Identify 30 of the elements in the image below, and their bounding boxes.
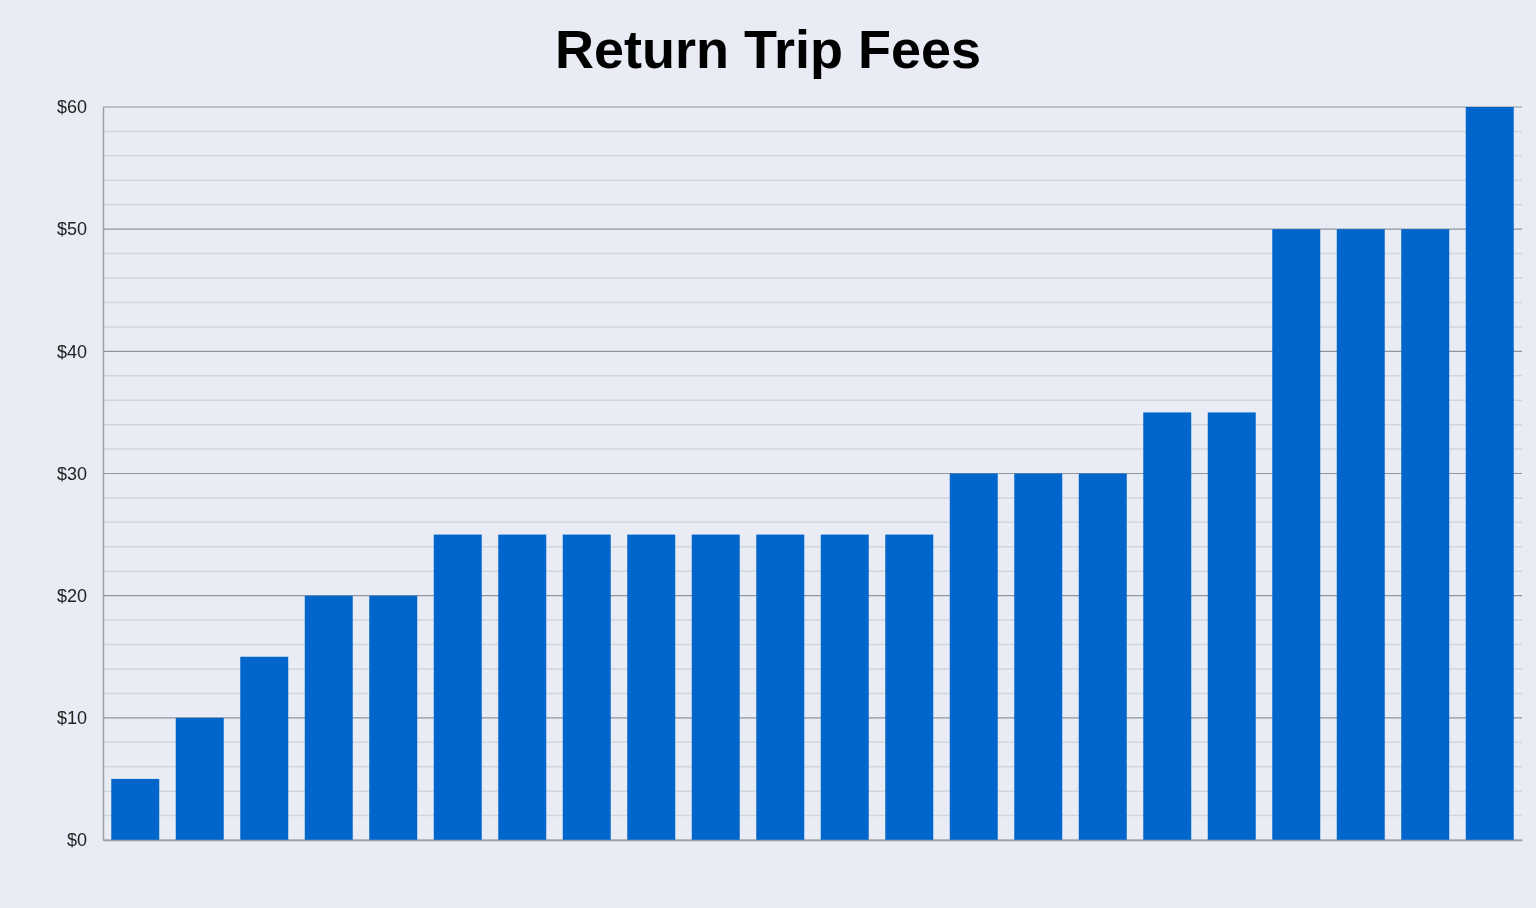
bar	[627, 534, 676, 840]
y-tick-label: $60	[56, 97, 87, 118]
bar	[1207, 412, 1256, 840]
bar	[820, 534, 869, 840]
y-tick-label: $50	[56, 219, 87, 240]
y-tick-label: $20	[56, 585, 87, 606]
bar	[1272, 229, 1321, 840]
bar	[1401, 229, 1450, 840]
bar	[1014, 473, 1063, 840]
bar	[175, 717, 224, 840]
bar	[562, 534, 611, 840]
bar	[1143, 412, 1192, 840]
y-tick-label: $0	[66, 830, 87, 851]
bar	[369, 595, 418, 840]
bar	[111, 778, 160, 840]
bar	[885, 534, 934, 840]
bar	[691, 534, 740, 840]
y-tick-label: $40	[56, 341, 87, 362]
bar	[433, 534, 482, 840]
y-tick-label: $30	[56, 463, 87, 484]
y-tick-label: $10	[56, 708, 87, 729]
bar	[1336, 229, 1385, 840]
bar	[1078, 473, 1127, 840]
bar	[756, 534, 805, 840]
bar	[304, 595, 353, 840]
bar	[949, 473, 998, 840]
bar	[1465, 107, 1514, 840]
bar	[498, 534, 547, 840]
chart-title: Return Trip Fees	[554, 19, 982, 79]
bar	[240, 656, 289, 840]
